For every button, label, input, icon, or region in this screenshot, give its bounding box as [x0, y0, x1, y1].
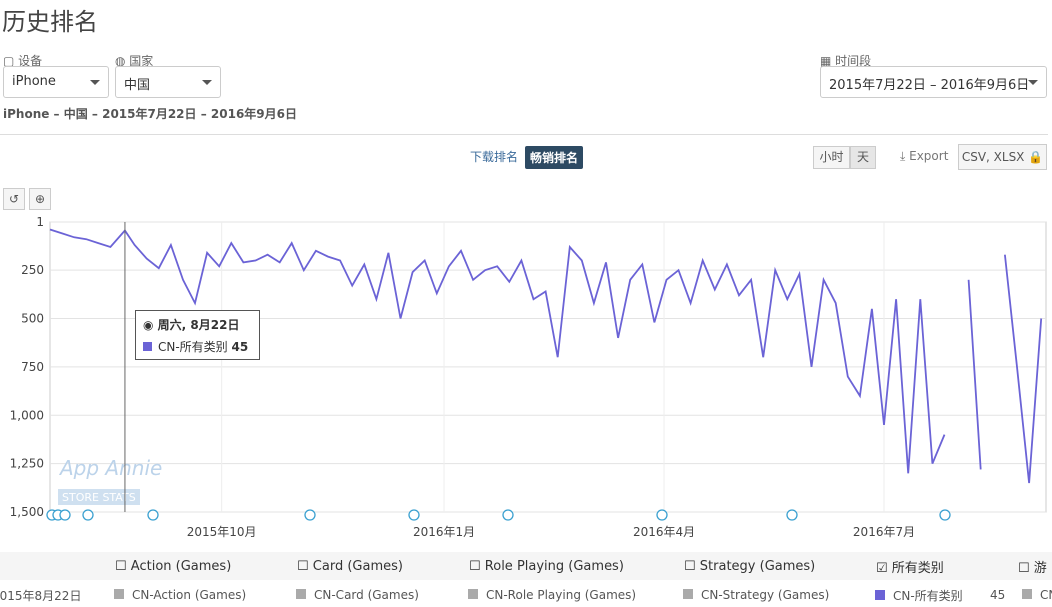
series-line [49, 228, 1043, 484]
legend-item[interactable]: ☐ 游 [1018, 560, 1047, 576]
format-button[interactable]: CSV, XLSX 🔒 [958, 144, 1047, 170]
export-button[interactable]: ⤓ Export [900, 149, 949, 163]
legend-item[interactable]: ☐ Card (Games) [297, 558, 403, 574]
legend-item[interactable]: ☐ Strategy (Games) [684, 558, 816, 574]
tab-grossing[interactable]: 畅销排名 [525, 146, 584, 169]
legend-text: Strategy (Games) [699, 558, 816, 574]
detail-value: 45 [990, 588, 1006, 602]
tab-downloads[interactable]: 下载排名 [470, 150, 519, 164]
country-value: 中国 [124, 78, 151, 93]
x-tick-label: 2015年10月 [187, 525, 257, 539]
zoom-button[interactable]: ⊕ [29, 188, 51, 210]
divider [0, 134, 1048, 135]
legend-text: Card (Games) [312, 558, 403, 574]
detail-item: CN-Card (Games) [314, 588, 419, 602]
period-value: 2015年7月22日 – 2016年9月6日 [829, 78, 1030, 93]
watermark-brand: App Annie [58, 456, 162, 480]
tooltip-series: CN-所有类别 [158, 340, 228, 354]
detail-item: CN-Action (Games) [132, 588, 247, 602]
chart: App Annie STORE STATS 1 250 500 750 1,000 1,2… [10, 215, 1047, 539]
format-text: CSV, XLSX [961, 150, 1025, 164]
device-label-text: 设备 [18, 54, 43, 68]
y-tick-label: 1,000 [10, 408, 44, 422]
y-tick-label: 500 [21, 312, 44, 326]
tooltip-row: CN-所有类别 45 [143, 338, 252, 355]
y-tick-label: 750 [21, 360, 44, 374]
hour-button[interactable]: 小时 [813, 146, 850, 169]
y-tick-label: 1,250 [10, 457, 44, 471]
detail-item: CN-Role Playing (Games) [486, 588, 637, 602]
period-select[interactable]: 2015年7月22日 – 2016年9月6日 [820, 66, 1047, 98]
legend-text: 游 [1033, 560, 1047, 576]
summary: iPhone – 中国 – 2015年7月22日 – 2016年9月6日 [3, 107, 297, 121]
detail-date: 2015年8月22日 [0, 588, 82, 603]
detail-item: CN-Strategy (Games) [701, 588, 830, 602]
page-title: 历史排名 [2, 8, 98, 36]
legend-item[interactable]: ☐ Role Playing (Games) [469, 558, 624, 574]
y-tick-label: 250 [21, 263, 44, 277]
y-tick-label: 1,500 [10, 505, 44, 519]
legend-text: Role Playing (Games) [484, 558, 624, 574]
day-button[interactable]: 天 [850, 146, 876, 169]
export-text: Export [909, 149, 949, 163]
y-tick-label: 1 [36, 215, 44, 229]
event-markers [46, 509, 951, 521]
x-tick-label: 2016年1月 [413, 525, 475, 539]
watermark-badge [58, 489, 140, 505]
legend-item[interactable]: ☐ Action (Games) [115, 558, 232, 574]
legend-text: Action (Games) [130, 558, 232, 574]
tooltip-date: 周六, 8月22日 [157, 318, 240, 332]
x-tick-label: 2016年7月 [853, 525, 915, 539]
legend: ☐ Action (Games) ☐ Card (Games) ☐ Role P… [0, 552, 1052, 580]
watermark-tag: STORE STATS [62, 491, 136, 504]
country-select[interactable]: 中国 [115, 66, 221, 98]
tooltip: ◉ 周六, 8月22日 CN-所有类别 45 [135, 310, 260, 360]
legend-item[interactable]: ☑ 所有类别 [876, 560, 944, 576]
x-tick-label: 2016年4月 [633, 525, 695, 539]
country-label: ◍ 国家 [115, 54, 154, 68]
detail-row: 2015年8月22日 CN-Action (Games) CN-Card (Ga… [0, 584, 1052, 606]
legend-text: 所有类别 [891, 560, 944, 576]
device-select[interactable]: iPhone [3, 66, 109, 98]
detail-series: CN-所有类别 [893, 588, 963, 603]
tooltip-value: 45 [231, 340, 249, 354]
reset-button[interactable]: ↺ [3, 188, 25, 210]
device-value: iPhone [12, 74, 56, 89]
period-label: ▦ 时间段 [820, 54, 872, 68]
device-label: ▢ 设备 [3, 54, 43, 68]
detail-item: CN [1040, 588, 1052, 602]
period-label-text: 时间段 [835, 54, 872, 68]
country-label-text: 国家 [129, 54, 154, 68]
tooltip-date-row: ◉ 周六, 8月22日 [143, 318, 240, 332]
